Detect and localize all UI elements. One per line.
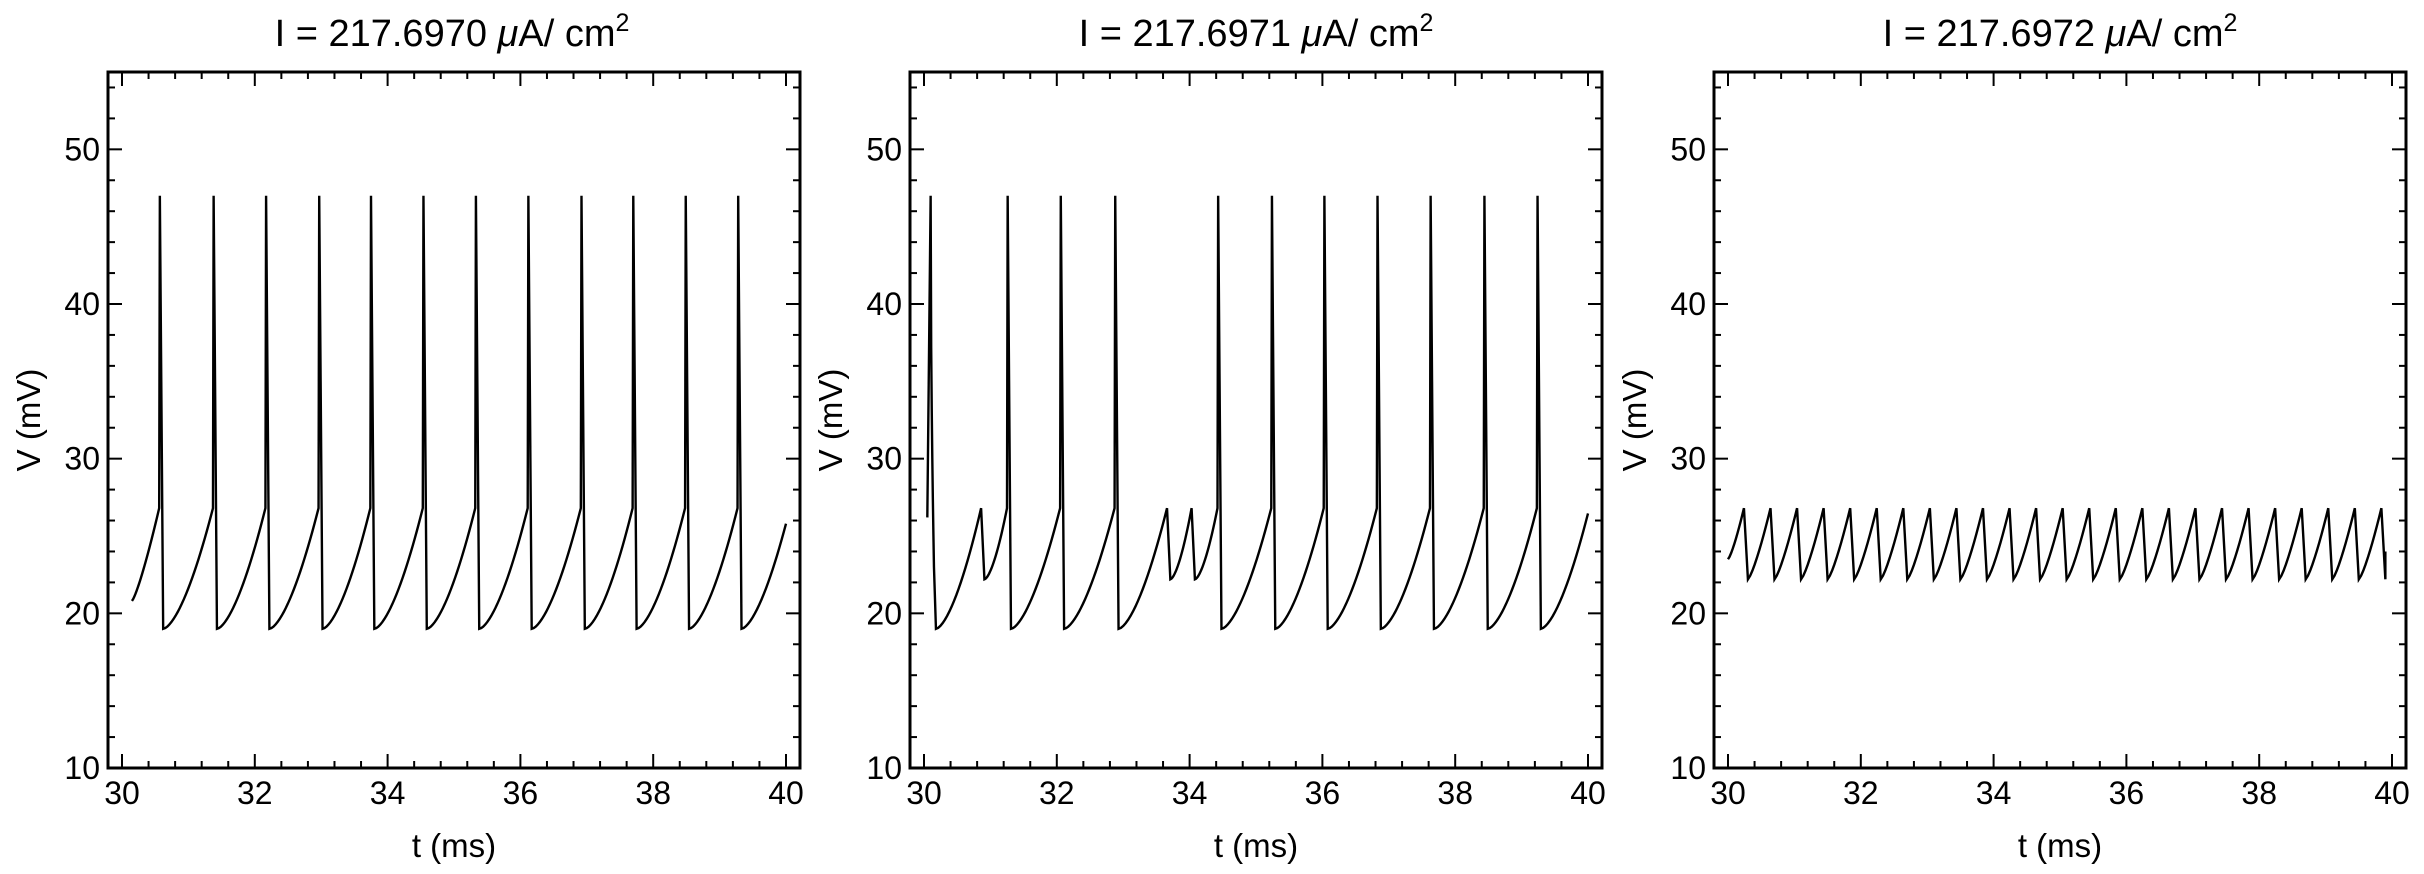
panel-3-voltage-trace (1726, 507, 2387, 584)
panel-1-y-ticks: 10 20 30 40 50 (64, 86, 800, 786)
y-tick-label: 50 (866, 131, 902, 167)
panel-2-x-axis-label: t (ms) (1214, 827, 1298, 864)
panel-2-title: I = 217.6971 μA/ cm2 (1079, 9, 1434, 55)
panel-1-voltage-trace (130, 195, 788, 631)
panel-2: I = 217.6971 μA/ cm2 10 20 30 40 50 30 32 34 36… (812, 9, 1606, 864)
x-tick-label: 32 (1843, 775, 1879, 811)
x-tick-label: 40 (1570, 775, 1606, 811)
x-tick-label: 36 (503, 775, 539, 811)
y-tick-label: 20 (1670, 595, 1706, 631)
panel-2-y-ticks: 10 20 30 40 50 (866, 86, 1602, 786)
y-tick-label: 20 (866, 595, 902, 631)
y-tick-label: 30 (1670, 441, 1706, 477)
y-tick-label: 10 (64, 750, 100, 786)
panel-3-y-axis-label: V (mV) (1616, 369, 1653, 472)
x-tick-label: 40 (2374, 775, 2410, 811)
x-tick-label: 40 (768, 775, 804, 811)
panel-2-y-axis-label: V (mV) (812, 369, 849, 472)
x-tick-label: 32 (237, 775, 273, 811)
y-tick-label: 10 (866, 750, 902, 786)
panel-2-voltage-trace (926, 195, 1590, 631)
panel-1: I = 217.6970 μA/ cm2 10 20 30 40 50 30 32 34 36… (10, 9, 804, 864)
panel-3-y-ticks: 10 20 30 40 50 (1670, 86, 2406, 786)
y-tick-label: 40 (1670, 286, 1706, 322)
x-tick-label: 34 (1172, 775, 1208, 811)
panel-1-x-ticks: 30 32 34 36 38 40 (104, 72, 804, 811)
y-tick-label: 50 (1670, 131, 1706, 167)
y-tick-label: 10 (1670, 750, 1706, 786)
panel-3-title: I = 217.6972 μA/ cm2 (1883, 9, 2238, 55)
y-tick-label: 40 (64, 286, 100, 322)
x-tick-label: 32 (1039, 775, 1075, 811)
x-tick-label: 30 (906, 775, 942, 811)
x-tick-label: 36 (2109, 775, 2145, 811)
x-tick-label: 30 (1710, 775, 1746, 811)
x-tick-label: 38 (635, 775, 671, 811)
panel-3: I = 217.6972 μA/ cm2 10 20 30 40 50 30 32 34 36… (1616, 9, 2410, 864)
panel-3-x-ticks: 30 32 34 36 38 40 (1710, 72, 2410, 811)
y-tick-label: 30 (64, 441, 100, 477)
panel-1-plot-frame (106, 70, 802, 770)
x-tick-label: 38 (2241, 775, 2277, 811)
x-tick-label: 38 (1437, 775, 1473, 811)
panel-1-y-axis-label: V (mV) (10, 369, 47, 472)
panel-2-plot-frame (908, 70, 1604, 770)
panel-3-x-axis-label: t (ms) (2018, 827, 2102, 864)
y-tick-label: 50 (64, 131, 100, 167)
x-tick-label: 34 (370, 775, 406, 811)
x-tick-label: 36 (1305, 775, 1341, 811)
panel-1-title: I = 217.6970 μA/ cm2 (275, 9, 630, 55)
panel-2-x-ticks: 30 32 34 36 38 40 (906, 72, 1606, 811)
x-tick-label: 30 (104, 775, 140, 811)
y-tick-label: 30 (866, 441, 902, 477)
panel-3-plot-frame (1712, 70, 2408, 770)
x-tick-label: 34 (1976, 775, 2012, 811)
y-tick-label: 40 (866, 286, 902, 322)
panel-1-x-axis-label: t (ms) (412, 827, 496, 864)
y-tick-label: 20 (64, 595, 100, 631)
